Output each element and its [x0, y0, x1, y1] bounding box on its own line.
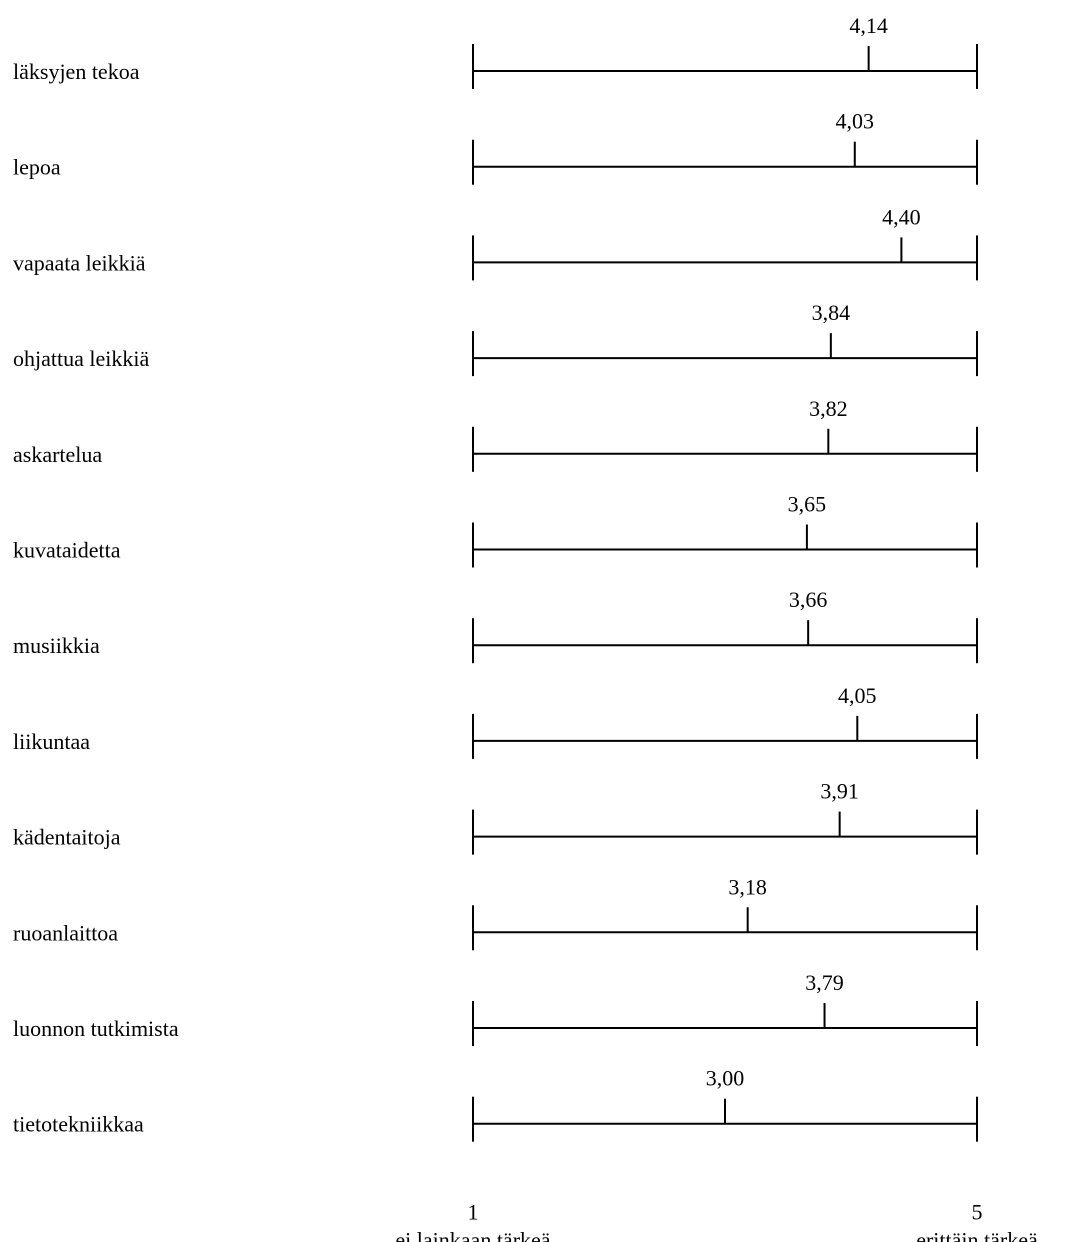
- category-label: lepoa: [13, 155, 61, 180]
- x-tick-caption: erittäin tärkeä: [916, 1228, 1038, 1242]
- category-label: askartelua: [13, 442, 102, 467]
- scale-row: läksyjen tekoa 4,14: [13, 13, 978, 89]
- scale-row: kuvataidetta 3,65: [13, 492, 978, 568]
- data-label: 3,84: [812, 300, 851, 325]
- data-label: 4,03: [836, 109, 875, 134]
- category-label: kuvataidetta: [13, 538, 121, 563]
- category-label: kädentaitoja: [13, 825, 121, 850]
- category-label: ruoanlaittoa: [13, 920, 118, 945]
- scale-row: musiikkia 3,66: [13, 587, 978, 664]
- category-label: vapaata leikkiä: [13, 250, 146, 275]
- category-label: luonnon tutkimista: [13, 1016, 179, 1041]
- data-label: 3,66: [789, 587, 828, 612]
- scale-row: liikuntaa 4,05: [13, 683, 978, 759]
- scale-row: vapaata leikkiä 4,40: [13, 204, 978, 281]
- data-label: 3,18: [728, 874, 767, 899]
- data-label: 4,40: [882, 204, 921, 229]
- category-label: musiikkia: [13, 633, 100, 658]
- data-label: 3,82: [809, 396, 848, 421]
- data-label: 3,00: [706, 1066, 745, 1091]
- data-label: 4,05: [838, 683, 877, 708]
- category-label: tietotekniikkaa: [13, 1112, 144, 1137]
- x-tick-label: 5: [972, 1200, 983, 1225]
- scale-row: tietotekniikkaa 3,00: [13, 1066, 978, 1142]
- scale-row: kädentaitoja 3,91: [13, 779, 978, 855]
- data-label: 3,65: [788, 492, 827, 517]
- scale-row: askartelua 3,82: [13, 396, 978, 472]
- scale-row: luonnon tutkimista 3,79: [13, 970, 978, 1046]
- category-label: liikuntaa: [13, 729, 90, 754]
- category-label: läksyjen tekoa: [13, 59, 140, 84]
- x-tick-caption: ei lainkaan tärkeä: [395, 1228, 550, 1242]
- data-label: 3,91: [820, 779, 859, 804]
- data-label: 4,14: [849, 13, 888, 38]
- category-label: ohjattua leikkiä: [13, 346, 149, 371]
- scale-row: lepoa 4,03: [13, 109, 978, 185]
- data-label: 3,79: [805, 970, 844, 995]
- x-tick-label: 1: [468, 1200, 479, 1225]
- scale-row: ruoanlaittoa 3,18: [13, 874, 978, 951]
- scale-row: ohjattua leikkiä 3,84: [13, 300, 978, 377]
